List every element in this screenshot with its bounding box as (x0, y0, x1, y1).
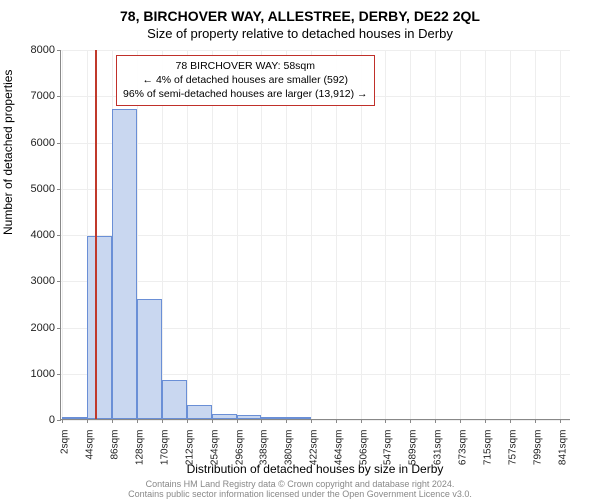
gridline-vertical (385, 50, 386, 419)
ytick-label: 2000 (5, 322, 55, 334)
xtick-mark (162, 419, 163, 423)
xtick-mark (286, 419, 287, 423)
ytick-mark (57, 189, 61, 190)
ytick-label: 6000 (5, 137, 55, 149)
ytick-label: 8000 (5, 44, 55, 56)
xtick-mark (485, 419, 486, 423)
page-subtitle: Size of property relative to detached ho… (0, 24, 600, 41)
xtick-mark (535, 419, 536, 423)
xtick-mark (560, 419, 561, 423)
xtick-label: 506sqm (359, 430, 370, 466)
xtick-label: 170sqm (159, 430, 170, 466)
histogram-bar (261, 417, 286, 419)
ytick-label: 7000 (5, 90, 55, 102)
ytick-label: 5000 (5, 183, 55, 195)
xtick-mark (510, 419, 511, 423)
xtick-label: 715sqm (483, 430, 494, 466)
gridline-vertical (435, 50, 436, 419)
annotation-box: 78 BIRCHOVER WAY: 58sqm← 4% of detached … (116, 55, 375, 106)
ytick-label: 4000 (5, 229, 55, 241)
xtick-label: 380sqm (284, 430, 295, 466)
ytick-mark (57, 50, 61, 51)
xtick-label: 464sqm (334, 430, 345, 466)
xtick-label: 631sqm (433, 430, 444, 466)
histogram-bar (162, 380, 187, 419)
histogram-bar (62, 417, 87, 419)
xtick-label: 44sqm (85, 430, 96, 460)
xtick-label: 212sqm (184, 430, 195, 466)
histogram-bar (237, 415, 262, 419)
ytick-mark (57, 420, 61, 421)
ytick-mark (57, 235, 61, 236)
xtick-label: 128sqm (134, 430, 145, 466)
xtick-mark (237, 419, 238, 423)
footer-line-2: Contains public sector information licen… (0, 489, 600, 499)
histogram-bar (112, 109, 137, 419)
xtick-label: 841sqm (557, 430, 568, 466)
xtick-mark (112, 419, 113, 423)
histogram-bar (187, 405, 212, 419)
xtick-mark (460, 419, 461, 423)
xtick-mark (137, 419, 138, 423)
annotation-line-1: 78 BIRCHOVER WAY: 58sqm (123, 59, 368, 73)
xtick-label: 799sqm (532, 430, 543, 466)
xtick-mark (311, 419, 312, 423)
histogram-bar (212, 414, 237, 419)
ytick-label: 3000 (5, 275, 55, 287)
chart-plot-area: 78 BIRCHOVER WAY: 58sqm← 4% of detached … (60, 50, 570, 420)
xtick-mark (187, 419, 188, 423)
xtick-mark (212, 419, 213, 423)
annotation-line-3: 96% of semi-detached houses are larger (… (123, 87, 368, 101)
annotation-line-2: ← 4% of detached houses are smaller (592… (123, 73, 368, 87)
ytick-mark (57, 143, 61, 144)
histogram-bar (137, 299, 162, 419)
gridline-vertical (62, 50, 63, 419)
ytick-mark (57, 96, 61, 97)
footer-attribution: Contains HM Land Registry data © Crown c… (0, 479, 600, 499)
xtick-label: 422sqm (309, 430, 320, 466)
xtick-label: 296sqm (234, 430, 245, 466)
xtick-mark (62, 419, 63, 423)
histogram-bar (87, 236, 112, 419)
gridline-vertical (535, 50, 536, 419)
ytick-mark (57, 374, 61, 375)
histogram-bar (286, 417, 311, 419)
footer-line-1: Contains HM Land Registry data © Crown c… (0, 479, 600, 489)
xtick-mark (385, 419, 386, 423)
xtick-mark (261, 419, 262, 423)
xtick-label: 589sqm (408, 430, 419, 466)
gridline-vertical (460, 50, 461, 419)
ytick-label: 0 (5, 414, 55, 426)
xtick-mark (361, 419, 362, 423)
xtick-label: 673sqm (458, 430, 469, 466)
xtick-label: 254sqm (209, 430, 220, 466)
xtick-mark (336, 419, 337, 423)
xtick-mark (410, 419, 411, 423)
xtick-label: 338sqm (259, 430, 270, 466)
xtick-mark (87, 419, 88, 423)
reference-marker-line (95, 50, 97, 419)
ytick-label: 1000 (5, 368, 55, 380)
xtick-label: 757sqm (507, 430, 518, 466)
xtick-label: 86sqm (110, 430, 121, 460)
gridline-vertical (510, 50, 511, 419)
page-title: 78, BIRCHOVER WAY, ALLESTREE, DERBY, DE2… (0, 0, 600, 24)
gridline-vertical (560, 50, 561, 419)
gridline-vertical (410, 50, 411, 419)
ytick-mark (57, 281, 61, 282)
xtick-label: 2sqm (60, 430, 71, 454)
xtick-label: 547sqm (383, 430, 394, 466)
gridline-vertical (485, 50, 486, 419)
xtick-mark (435, 419, 436, 423)
ytick-mark (57, 328, 61, 329)
